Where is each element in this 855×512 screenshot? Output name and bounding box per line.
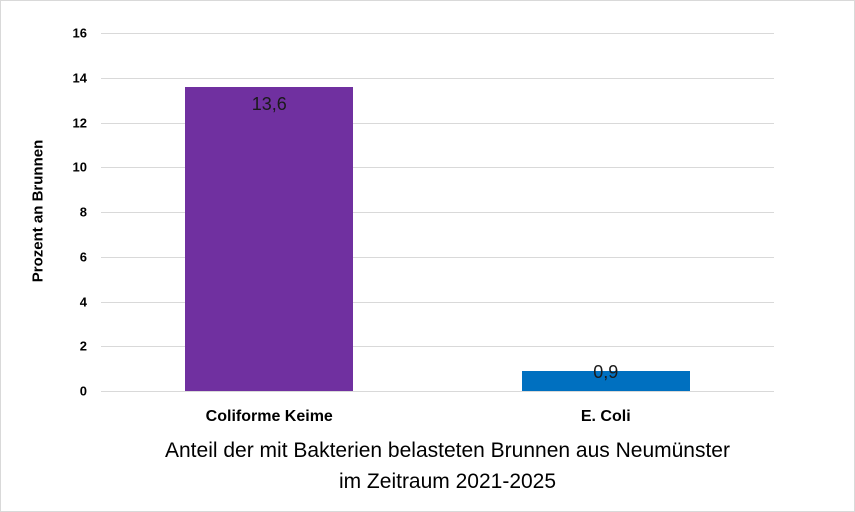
x-category-label: Coliforme Keime — [205, 408, 333, 425]
y-tick-label: 14 — [72, 70, 87, 86]
y-axis-label: Prozent an Brunnen — [29, 139, 47, 283]
gridline — [101, 167, 774, 169]
x-category-label: E. Coli — [580, 408, 631, 425]
y-tick-label: 4 — [79, 294, 87, 309]
data-label: 13,6 — [251, 93, 287, 114]
gridline — [101, 301, 774, 303]
gridline — [101, 212, 774, 213]
y-tick-label: 16 — [72, 25, 87, 41]
data-label: 0,9 — [593, 361, 619, 382]
y-tick-label: 6 — [79, 249, 87, 265]
y-tick-label: 10 — [72, 159, 87, 175]
bar-e-coli — [521, 370, 690, 391]
gridline — [101, 77, 774, 79]
y-tick-label: 2 — [79, 338, 87, 354]
x-axis-title-line-1: Anteil der mit Bakterien belasteten Brun… — [165, 439, 730, 462]
gridline — [101, 256, 774, 258]
y-tick-label: 12 — [72, 115, 87, 130]
gridline — [101, 391, 774, 392]
gridline — [101, 33, 774, 34]
gridline — [101, 122, 774, 124]
bar-coliforme-keime — [185, 86, 354, 391]
x-axis-title-line-2: im Zeitraum 2021-2025 — [338, 470, 557, 493]
gridline — [101, 346, 774, 348]
y-tick-label: 8 — [79, 204, 87, 220]
x-axis-title: Anteil der mit Bakterien belasteten Brun… — [1, 435, 854, 497]
y-tick-label: 0 — [79, 383, 87, 399]
